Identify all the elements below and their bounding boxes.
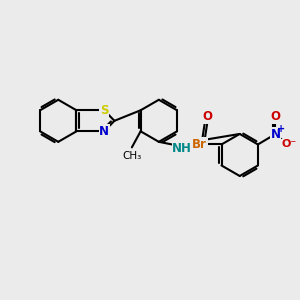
Text: N: N (99, 125, 109, 138)
Text: O: O (202, 110, 213, 123)
Text: NH: NH (172, 142, 192, 155)
Text: O: O (270, 110, 280, 123)
Text: N: N (270, 128, 280, 141)
Text: O⁻: O⁻ (281, 140, 297, 149)
Text: Br: Br (192, 138, 207, 151)
Text: S: S (100, 104, 109, 117)
Text: CH₃: CH₃ (122, 151, 142, 161)
Text: +: + (277, 124, 285, 134)
